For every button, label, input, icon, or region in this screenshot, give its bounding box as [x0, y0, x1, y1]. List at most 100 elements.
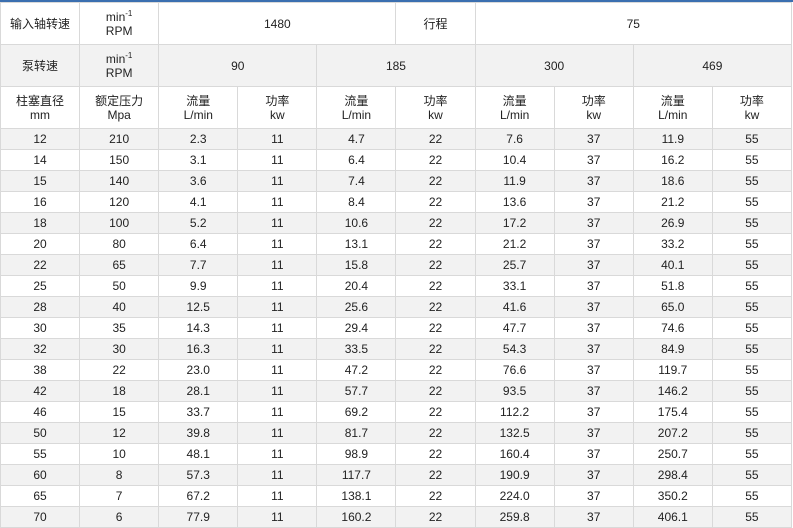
flow-cell: 7.4 [316, 170, 397, 192]
rated-pressure-cell: 15 [79, 401, 160, 423]
power-cell: 11 [237, 464, 318, 486]
power-cell: 22 [395, 212, 476, 234]
flow-cell: 10.4 [474, 149, 555, 171]
flow-cell: 160.2 [316, 506, 397, 528]
power-cell: 11 [237, 401, 318, 423]
flow-cell: 26.9 [632, 212, 713, 234]
unit-exp: -1 [125, 50, 133, 60]
table-row: 32 30 16.3 11 33.5 22 54.3 37 84.9 55 [0, 338, 793, 360]
flow-cell: 57.7 [316, 380, 397, 402]
flow-cell: 23.0 [158, 359, 239, 381]
power-cell: 55 [711, 170, 793, 192]
flow-label: 流量 [186, 93, 211, 108]
power-cell: 55 [711, 338, 793, 360]
plunger-diameter-cell: 20 [0, 233, 81, 255]
flow-cell: 4.7 [316, 128, 397, 150]
flow-cell: 298.4 [632, 464, 713, 486]
plunger-diameter-cell: 70 [0, 506, 81, 528]
plunger-diameter-cell: 28 [0, 296, 81, 318]
flow-cell: 69.2 [316, 401, 397, 423]
power-cell: 37 [553, 401, 634, 423]
rated-pressure-cell: 40 [79, 296, 160, 318]
power-cell: 22 [395, 485, 476, 507]
power-cell: 11 [237, 233, 318, 255]
table-row: 38 22 23.0 11 47.2 22 76.6 37 119.7 55 [0, 359, 793, 381]
flow-unit: L/min [499, 107, 530, 122]
flow-header: 流量 L/min [158, 86, 239, 129]
plunger-diameter-cell: 25 [0, 275, 81, 297]
power-cell: 22 [395, 296, 476, 318]
power-cell: 22 [395, 338, 476, 360]
power-cell: 55 [711, 254, 793, 276]
flow-cell: 33.2 [632, 233, 713, 255]
rpm-unit-cell: min-1 RPM [79, 2, 160, 45]
flow-cell: 9.9 [158, 275, 239, 297]
flow-cell: 98.9 [316, 443, 397, 465]
flow-cell: 15.8 [316, 254, 397, 276]
flow-cell: 259.8 [474, 506, 555, 528]
pump-speed-value: 90 [158, 44, 318, 87]
flow-cell: 33.1 [474, 275, 555, 297]
power-cell: 22 [395, 443, 476, 465]
flow-cell: 33.5 [316, 338, 397, 360]
power-cell: 55 [711, 128, 793, 150]
flow-cell: 6.4 [158, 233, 239, 255]
power-cell: 37 [553, 422, 634, 444]
plunger-diameter-cell: 50 [0, 422, 81, 444]
rated-pressure-cell: 65 [79, 254, 160, 276]
plunger-diameter-cell: 14 [0, 149, 81, 171]
power-header: 功率 kw [553, 86, 634, 129]
power-cell: 37 [553, 149, 634, 171]
power-cell: 22 [395, 422, 476, 444]
flow-cell: 5.2 [158, 212, 239, 234]
power-cell: 37 [553, 464, 634, 486]
power-cell: 37 [553, 317, 634, 339]
flow-cell: 13.1 [316, 233, 397, 255]
table-row: 25 50 9.9 11 20.4 22 33.1 37 51.8 55 [0, 275, 793, 297]
table-row: 12 210 2.3 11 4.7 22 7.6 37 11.9 55 [0, 128, 793, 150]
flow-cell: 350.2 [632, 485, 713, 507]
plunger-diameter-cell: 22 [0, 254, 81, 276]
flow-cell: 160.4 [474, 443, 555, 465]
flow-cell: 3.6 [158, 170, 239, 192]
flow-cell: 10.6 [316, 212, 397, 234]
rated-pressure-cell: 50 [79, 275, 160, 297]
power-cell: 55 [711, 212, 793, 234]
power-cell: 22 [395, 380, 476, 402]
table-row: 50 12 39.8 11 81.7 22 132.5 37 207.2 55 [0, 422, 793, 444]
power-cell: 55 [711, 233, 793, 255]
power-cell: 11 [237, 296, 318, 318]
flow-cell: 25.7 [474, 254, 555, 276]
pump-speed-row: 泵转速 min-1 RPM 90 185 300 469 [0, 44, 793, 87]
rated-pressure-cell: 18 [79, 380, 160, 402]
pump-speed-value: 185 [316, 44, 476, 87]
rated-pressure-cell: 30 [79, 338, 160, 360]
power-label: 功率 [265, 93, 290, 108]
flow-cell: 14.3 [158, 317, 239, 339]
flow-cell: 76.6 [474, 359, 555, 381]
power-cell: 22 [395, 128, 476, 150]
flow-cell: 67.2 [158, 485, 239, 507]
flow-cell: 207.2 [632, 422, 713, 444]
flow-cell: 175.4 [632, 401, 713, 423]
power-unit: kw [586, 107, 602, 122]
plunger-diameter-cell: 65 [0, 485, 81, 507]
power-cell: 55 [711, 485, 793, 507]
power-cell: 22 [395, 359, 476, 381]
power-cell: 37 [553, 296, 634, 318]
flow-header: 流量 L/min [632, 86, 713, 129]
plunger-unit: mm [30, 107, 51, 122]
flow-cell: 39.8 [158, 422, 239, 444]
stroke-label: 行程 [395, 2, 476, 45]
plunger-diameter-cell: 15 [0, 170, 81, 192]
table-row: 60 8 57.3 11 117.7 22 190.9 37 298.4 55 [0, 464, 793, 486]
table-row: 65 7 67.2 11 138.1 22 224.0 37 350.2 55 [0, 485, 793, 507]
power-cell: 11 [237, 170, 318, 192]
power-cell: 37 [553, 191, 634, 213]
power-cell: 11 [237, 212, 318, 234]
power-cell: 37 [553, 485, 634, 507]
flow-cell: 93.5 [474, 380, 555, 402]
table-row: 70 6 77.9 11 160.2 22 259.8 37 406.1 55 [0, 506, 793, 528]
plunger-diameter-cell: 30 [0, 317, 81, 339]
rated-pressure-cell: 150 [79, 149, 160, 171]
